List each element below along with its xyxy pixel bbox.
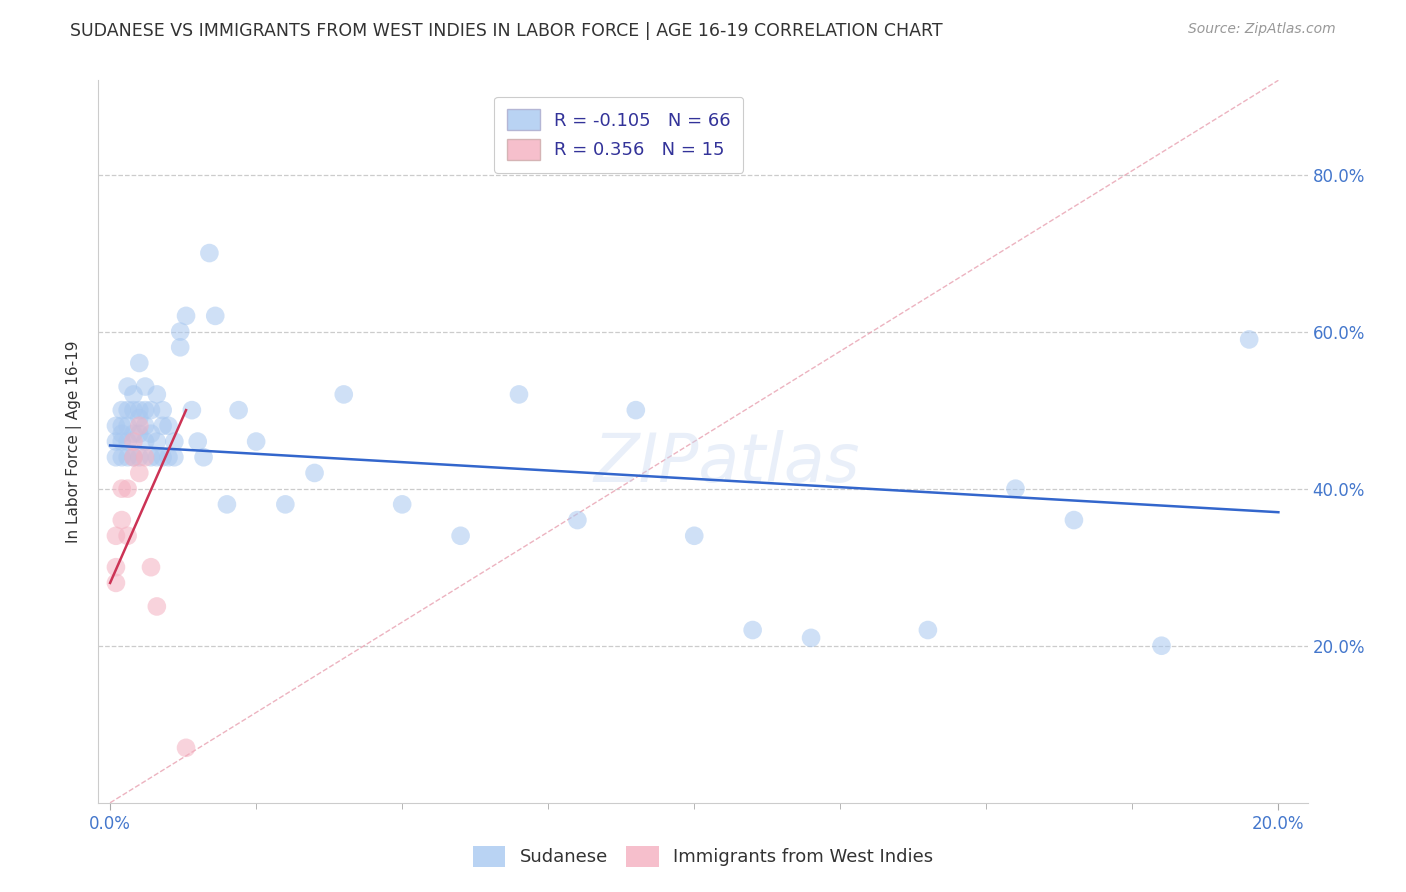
Point (193, 450, 215, 465)
Point (104, 434, 127, 449)
Point (104, 529, 127, 543)
Point (128, 450, 150, 465)
Point (245, 434, 267, 449)
Point (146, 434, 169, 449)
Point (198, 246, 221, 260)
Point (215, 497, 238, 511)
Point (450, 529, 472, 543)
Point (122, 450, 145, 465)
Point (117, 434, 139, 449)
Point (134, 403, 156, 417)
Point (800, 631, 823, 645)
Legend: R = -0.105   N = 66, R = 0.356   N = 15: R = -0.105 N = 66, R = 0.356 N = 15 (495, 96, 744, 172)
Point (152, 403, 174, 417)
Point (111, 403, 134, 417)
Point (117, 529, 139, 543)
Point (104, 450, 127, 465)
Point (174, 740, 197, 755)
Point (146, 450, 169, 465)
Point (152, 418, 174, 433)
Point (187, 434, 209, 449)
Point (122, 387, 145, 401)
Point (122, 403, 145, 417)
Point (111, 434, 134, 449)
Point (1004, 482, 1026, 496)
Y-axis label: In Labor Force | Age 16-19: In Labor Force | Age 16-19 (66, 340, 83, 543)
Point (122, 426, 145, 441)
Point (1063, 513, 1085, 527)
Point (128, 356, 150, 370)
Point (304, 466, 326, 480)
Point (157, 450, 180, 465)
Point (567, 513, 589, 527)
Point (117, 403, 139, 417)
Point (152, 450, 174, 465)
Point (146, 387, 169, 401)
Point (117, 379, 139, 393)
Point (122, 450, 145, 465)
Point (117, 482, 139, 496)
Point (624, 403, 647, 417)
Point (146, 599, 169, 614)
Point (1150, 639, 1173, 653)
Point (180, 403, 202, 417)
Point (128, 426, 150, 441)
Point (139, 426, 162, 441)
Point (163, 434, 186, 449)
Point (169, 340, 191, 354)
Point (1237, 333, 1260, 347)
Point (174, 309, 197, 323)
Point (134, 379, 156, 393)
Point (139, 450, 162, 465)
Point (128, 466, 150, 480)
Point (391, 497, 413, 511)
Point (128, 403, 150, 417)
Point (332, 387, 354, 401)
Point (104, 560, 127, 574)
Point (117, 418, 139, 433)
Point (134, 418, 156, 433)
Text: SUDANESE VS IMMIGRANTS FROM WEST INDIES IN LABOR FORCE | AGE 16-19 CORRELATION C: SUDANESE VS IMMIGRANTS FROM WEST INDIES … (70, 22, 943, 40)
Point (917, 623, 939, 637)
Point (111, 426, 134, 441)
Point (104, 575, 127, 590)
Point (122, 434, 145, 449)
Point (111, 418, 134, 433)
Point (104, 418, 127, 433)
Point (157, 418, 180, 433)
Point (117, 450, 139, 465)
Point (134, 450, 156, 465)
Text: ZIPatlas: ZIPatlas (593, 430, 860, 496)
Text: Source: ZipAtlas.com: Source: ZipAtlas.com (1188, 22, 1336, 37)
Point (128, 411, 150, 425)
Point (683, 529, 706, 543)
Point (204, 309, 226, 323)
Point (139, 560, 162, 574)
Point (111, 482, 134, 496)
Point (139, 403, 162, 417)
Point (128, 418, 150, 433)
Point (508, 387, 530, 401)
Point (169, 325, 191, 339)
Point (111, 513, 134, 527)
Point (163, 450, 186, 465)
Legend: Sudanese, Immigrants from West Indies: Sudanese, Immigrants from West Indies (465, 838, 941, 874)
Point (274, 497, 297, 511)
Point (741, 623, 763, 637)
Point (111, 450, 134, 465)
Point (228, 403, 250, 417)
Point (134, 434, 156, 449)
